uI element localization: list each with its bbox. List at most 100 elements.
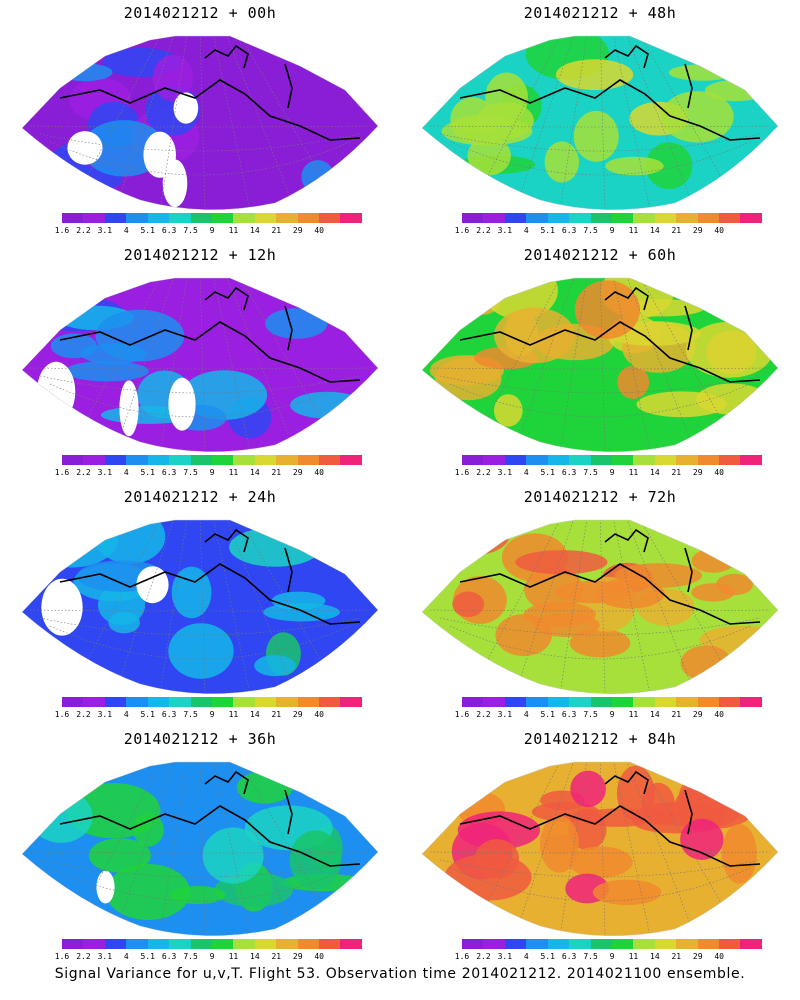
colorbar-segment xyxy=(611,455,634,465)
colorbar-segment xyxy=(233,213,255,223)
colorbar-segment xyxy=(504,697,527,707)
colorbar-label: 29 xyxy=(292,952,303,961)
latitude-line xyxy=(439,375,761,394)
colorbar-segment xyxy=(590,939,612,949)
colorbar-segment xyxy=(147,455,170,465)
colorbar-segment xyxy=(190,697,212,707)
longitude-line xyxy=(199,762,206,936)
longitude-line xyxy=(199,36,206,210)
colorbar xyxy=(462,697,762,707)
colorbar-segment xyxy=(676,939,698,949)
colorbar-labels: 1.6 2.2 3.1 4 5.1 6.3 7.5 9 11 14 21 29 40 xyxy=(455,710,762,720)
map-panel: 2014021212 + 24h 1.6 2.2 3.1 4 5.1 6.3 7.5 9 11 14… xyxy=(0,484,400,729)
map-panel: 2014021212 + 12h 1.6 2.2 3.1 4 5.1 6.3 7.5 9 11 14… xyxy=(0,242,400,487)
colorbar-segment xyxy=(526,697,548,707)
colorbar xyxy=(462,939,762,949)
colorbar-label: 2.2 xyxy=(76,226,91,235)
colorbar-segment xyxy=(233,455,255,465)
coastline xyxy=(459,528,761,625)
colorbar-segment xyxy=(740,939,762,949)
colorbar-label: 4 xyxy=(123,952,129,961)
latitude-line xyxy=(449,625,751,660)
colorbar-segment xyxy=(276,939,298,949)
colorbar-segment xyxy=(233,939,255,949)
colorbar-labels: 1.6 2.2 3.1 4 5.1 6.3 7.5 9 11 14 21 29 40 xyxy=(455,468,762,478)
colorbar-label: 5.1 xyxy=(140,710,155,719)
variance-blob xyxy=(691,583,735,602)
colorbar-label: 29 xyxy=(292,226,303,235)
colorbar-label: 21 xyxy=(671,952,682,961)
colorbar-label: 11 xyxy=(228,952,239,961)
colorbar-segment xyxy=(526,939,548,949)
longitude-line xyxy=(159,36,189,210)
colorbar-label: 6.3 xyxy=(161,952,177,961)
colorbar-segment xyxy=(83,213,105,223)
colorbar-segment xyxy=(319,455,341,465)
variance-blob xyxy=(494,394,523,427)
panel-title: 2014021212 + 84h xyxy=(523,730,677,748)
colorbar-label: 7.5 xyxy=(583,710,598,719)
coastline xyxy=(459,286,761,383)
variance-blob xyxy=(592,879,662,906)
variance-blob xyxy=(309,763,378,796)
colorbar-segment xyxy=(547,939,570,949)
map-base-fill xyxy=(22,36,378,210)
variance-map xyxy=(421,519,779,694)
colorbar-segment xyxy=(697,939,720,949)
variance-blob xyxy=(661,91,734,143)
colorbar-label: 9 xyxy=(609,952,615,961)
colorbar-label: 2.2 xyxy=(76,468,91,477)
longitude-line xyxy=(69,762,165,936)
colorbar-segment xyxy=(547,455,570,465)
colorbar-segment xyxy=(83,697,105,707)
colorbar-segment xyxy=(504,939,527,949)
longitude-line xyxy=(69,278,165,452)
colorbar-segment xyxy=(211,213,234,223)
latitude-line xyxy=(39,375,361,394)
colorbar-segment xyxy=(104,455,127,465)
variance-blob xyxy=(705,80,767,102)
colorbar-segment xyxy=(590,455,612,465)
colorbar-segment xyxy=(83,455,105,465)
colorbar-labels: 1.6 2.2 3.1 4 5.1 6.3 7.5 9 11 14 21 29 40 xyxy=(55,710,362,720)
map-outline xyxy=(21,519,379,694)
colorbar-label: 3.1 xyxy=(97,952,113,961)
colorbar-label: 29 xyxy=(692,710,703,719)
longitude-line xyxy=(223,520,296,694)
longitude-line xyxy=(599,36,606,210)
variance-blob xyxy=(290,391,365,419)
colorbar-label: 4 xyxy=(523,226,529,235)
colorbar-segment xyxy=(633,939,655,949)
longitude-line xyxy=(559,36,589,210)
longitude-line xyxy=(611,520,651,694)
colorbar-segment xyxy=(211,939,234,949)
colorbar-segment xyxy=(547,697,570,707)
colorbar-label: 5.1 xyxy=(140,226,155,235)
colorbar-segment xyxy=(319,213,341,223)
colorbar-label: 7.5 xyxy=(583,226,598,235)
colorbar-labels: 1.6 2.2 3.1 4 5.1 6.3 7.5 9 11 14 21 29 40 xyxy=(455,952,762,962)
colorbar-segment xyxy=(462,455,484,465)
longitude-line xyxy=(211,762,251,936)
longitude-line xyxy=(611,762,651,936)
colorbar xyxy=(62,455,362,465)
coastline xyxy=(459,770,761,867)
variance-blob xyxy=(485,72,528,123)
coastline xyxy=(459,44,761,141)
no-data-gap xyxy=(36,361,76,422)
colorbar-label: 1.6 xyxy=(454,468,470,477)
colorbar-label: 2.2 xyxy=(476,468,491,477)
colorbar-label: 5.1 xyxy=(140,952,155,961)
colorbar-segment xyxy=(719,455,741,465)
figure-caption: Signal Variance for u,v,T. Flight 53. Ob… xyxy=(54,966,746,982)
variance-blob xyxy=(556,59,634,91)
longitude-line xyxy=(159,278,189,452)
variance-blob xyxy=(691,548,735,573)
colorbar-label: 5.1 xyxy=(540,226,555,235)
colorbar-label: 9 xyxy=(609,226,615,235)
colorbar-segment xyxy=(719,213,741,223)
colorbar-segment xyxy=(254,213,277,223)
colorbar xyxy=(62,939,362,949)
colorbar-label: 11 xyxy=(628,952,639,961)
variance-blob xyxy=(29,790,93,843)
